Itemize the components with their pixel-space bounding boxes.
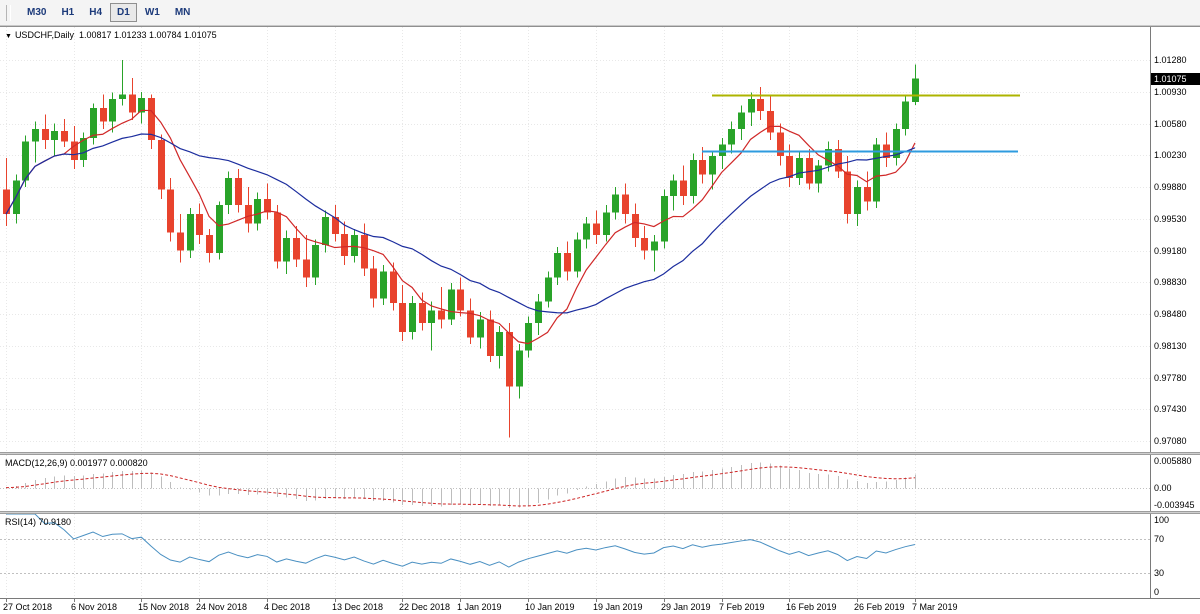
mt4-chart-window: M30 H1 H4 D1 W1 MN ▼USDCHF,Daily 1.00817 … [0,0,1200,614]
price-axis-label: 1.00580 [1154,119,1187,129]
date-axis-label: 16 Feb 2019 [786,602,837,612]
timeframe-button-h4[interactable]: H4 [82,3,109,22]
price-axis-label: 1.00230 [1154,150,1187,160]
timeframe-button-w1[interactable]: W1 [138,3,167,22]
chart-title: ▼USDCHF,Daily 1.00817 1.01233 1.00784 1.0… [5,30,217,40]
rsi-title: RSI(14) 70.9180 [5,517,71,527]
rsi-axis-label: 100 [1154,515,1169,525]
macd-panel[interactable]: MACD(12,26,9) 0.001977 0.000820 0.005880… [0,455,1200,511]
price-axis-label: 0.97430 [1154,404,1187,414]
date-axis-label: 10 Jan 2019 [525,602,575,612]
macd-axis-label: -0.003945 [1154,500,1195,510]
current-price-tag: 1.01075 [1151,73,1200,85]
price-axis-label: 0.99880 [1154,182,1187,192]
symbol-label: USDCHF,Daily [15,30,74,40]
panel-splitter[interactable] [0,452,1200,455]
date-axis-label: 19 Jan 2019 [593,602,643,612]
price-axis-label: 0.99180 [1154,246,1187,256]
rsi-axis: 100 70 30 0 [1150,514,1200,598]
price-axis-label: 0.98130 [1154,341,1187,351]
price-panel[interactable]: ▼USDCHF,Daily 1.00817 1.01233 1.00784 1.0… [0,26,1200,453]
macd-canvas[interactable] [0,455,1150,511]
macd-axis-label: 0.005880 [1154,456,1192,466]
rsi-canvas[interactable] [0,514,1150,598]
price-chart-canvas[interactable] [0,27,1150,453]
price-axis-label: 0.97780 [1154,373,1187,383]
date-axis-label: 29 Jan 2019 [661,602,711,612]
date-axis-label: 26 Feb 2019 [854,602,905,612]
rsi-axis-label: 0 [1154,587,1159,597]
price-axis-label: 0.98480 [1154,309,1187,319]
panel-splitter[interactable] [0,511,1200,514]
price-axis: 1.01280 1.00930 1.00580 1.00230 0.99880 0.995… [1150,27,1200,453]
price-axis-label: 0.98830 [1154,277,1187,287]
date-axis-label: 24 Nov 2018 [196,602,247,612]
rsi-axis-label: 70 [1154,534,1164,544]
date-axis-label: 4 Dec 2018 [264,602,310,612]
date-axis-label: 7 Mar 2019 [912,602,958,612]
date-axis: 27 Oct 2018 6 Nov 2018 15 Nov 2018 24 Nov 2… [0,598,1200,614]
timeframe-button-h1[interactable]: H1 [54,3,81,22]
date-axis-label: 27 Oct 2018 [3,602,52,612]
macd-axis: 0.005880 0.00 -0.003945 [1150,455,1200,511]
macd-axis-label: 0.00 [1154,483,1172,493]
price-axis-label: 1.00930 [1154,87,1187,97]
timeframe-button-mn[interactable]: MN [168,3,198,22]
macd-title: MACD(12,26,9) 0.001977 0.000820 [5,458,148,468]
date-axis-label: 6 Nov 2018 [71,602,117,612]
price-axis-label: 0.99530 [1154,214,1187,224]
price-axis-label: 1.01280 [1154,55,1187,65]
rsi-panel[interactable]: RSI(14) 70.9180 100 70 30 0 [0,514,1200,598]
date-axis-label: 13 Dec 2018 [332,602,383,612]
toolbar-drag-handle[interactable] [6,5,11,21]
date-axis-label: 22 Dec 2018 [399,602,450,612]
timeframe-button-d1[interactable]: D1 [110,3,137,22]
date-axis-label: 15 Nov 2018 [138,602,189,612]
date-axis-label: 7 Feb 2019 [719,602,765,612]
timeframe-button-m30[interactable]: M30 [20,3,53,22]
collapse-icon[interactable]: ▼ [5,33,12,40]
price-axis-label: 0.97080 [1154,436,1187,446]
date-axis-label: 1 Jan 2019 [457,602,502,612]
ohlc-values: 1.00817 1.01233 1.00784 1.01075 [79,30,217,40]
timeframe-toolbar: M30 H1 H4 D1 W1 MN [0,0,1200,26]
rsi-axis-label: 30 [1154,568,1164,578]
